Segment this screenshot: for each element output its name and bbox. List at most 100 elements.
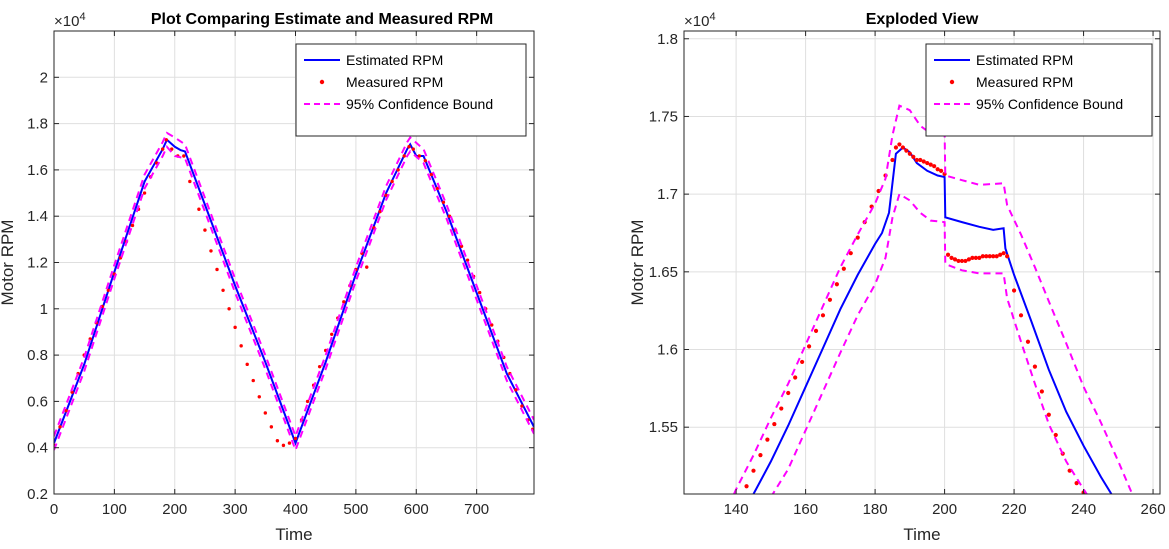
measured-point — [106, 288, 111, 292]
x-tick-label: 220 — [1002, 501, 1027, 518]
measured-point — [980, 254, 985, 259]
measured-point — [245, 362, 249, 367]
measured-point — [956, 258, 961, 264]
measured-point — [1074, 481, 1079, 486]
ticks: 140 160 180 200 220 240 260 1.55 1.6 1.65 1.7 1.75 1… — [649, 31, 1166, 518]
y-tick-label: 1.75 — [649, 108, 678, 125]
measured-point — [257, 395, 261, 399]
x-tick-label: 300 — [223, 501, 248, 518]
x-tick-label: 100 — [102, 501, 127, 518]
x-tick-label: 400 — [283, 501, 308, 518]
series-layer — [732, 104, 1134, 494]
legend-label: Measured RPM — [976, 74, 1073, 90]
measured-point — [441, 200, 446, 205]
measured-point — [1001, 251, 1006, 256]
y-tick-label: 1.7 — [657, 186, 678, 203]
measured-point — [317, 364, 322, 369]
x-tick-label: 140 — [724, 501, 749, 518]
measured-point — [827, 297, 833, 302]
chart-exploded-view: 140 160 180 200 220 240 260 1.55 1.6 1.65 1.7 1.75 1… — [628, 11, 1166, 544]
measured-point — [239, 344, 243, 348]
y-exponent-label: ×104 — [684, 11, 716, 30]
measured-point — [188, 179, 192, 184]
measured-point — [227, 307, 231, 311]
measured-point — [994, 254, 999, 259]
measured-point — [984, 254, 989, 259]
measured-point — [744, 484, 749, 489]
measured-point — [848, 251, 853, 256]
measured-point — [293, 436, 298, 441]
x-tick-label: 160 — [793, 501, 818, 518]
measured-point — [918, 157, 923, 163]
measured-point — [779, 406, 784, 411]
x-tick-label: 200 — [162, 501, 187, 518]
measured-point — [1053, 432, 1058, 438]
measured-point — [813, 328, 819, 333]
measured-point — [130, 223, 135, 228]
measured-point — [305, 399, 310, 404]
estimated-line — [752, 146, 1113, 494]
measured-point — [1032, 364, 1038, 369]
measured-point — [330, 332, 334, 336]
x-tick-label: 240 — [1071, 501, 1096, 518]
measured-point — [904, 148, 909, 153]
y-axis-label: Motor RPM — [628, 220, 647, 306]
measured-point — [1046, 412, 1051, 417]
measured-point — [758, 453, 763, 458]
legend-label: 95% Confidence Bound — [976, 96, 1123, 112]
measured-point — [949, 255, 954, 260]
measured-point — [490, 323, 494, 327]
measured-point — [921, 159, 926, 164]
measured-point — [182, 154, 186, 158]
legend-item-confidence: 95% Confidence Bound — [934, 96, 1123, 112]
ticks: 0 100 200 300 400 500 600 700 0.2 0.4 0.6 0.8 1 1.2 1.… — [27, 31, 534, 518]
measured-point — [1039, 389, 1044, 394]
measured-point — [251, 378, 255, 383]
measured-point — [390, 179, 394, 184]
legend: Estimated RPM Measured RPM 95% Confidenc… — [295, 43, 527, 137]
measured-point — [806, 344, 812, 349]
measured-point — [64, 408, 68, 413]
chart-title: Exploded View — [866, 11, 979, 28]
measured-point — [411, 147, 415, 151]
measured-point — [365, 265, 369, 269]
y-tick-label: 1.6 — [657, 342, 678, 359]
measured-point — [970, 255, 975, 260]
y-tick-label: 1.4 — [27, 208, 48, 225]
y-tick-label: 1 — [40, 301, 48, 318]
measured-point — [58, 425, 62, 429]
confidence-bound-line — [54, 144, 534, 453]
chart-title: Plot Comparing Estimate and Measured RPM — [151, 11, 493, 28]
measured-point — [793, 375, 798, 380]
y-axis-label: Motor RPM — [0, 220, 17, 306]
y-tick-label: 0.2 — [27, 486, 48, 503]
measured-point — [197, 207, 201, 211]
measured-point — [897, 142, 902, 147]
measured-point — [772, 421, 777, 427]
x-tick-label: 180 — [863, 501, 888, 518]
measured-point — [287, 441, 292, 445]
measured-point — [263, 411, 268, 415]
measured-point — [932, 164, 937, 169]
measured-point — [233, 325, 237, 330]
measured-point — [269, 425, 274, 429]
measured-point — [765, 437, 770, 442]
measured-point — [977, 255, 982, 260]
x-tick-label: 500 — [343, 501, 368, 518]
measured-point — [855, 235, 860, 240]
measured-point — [396, 168, 400, 172]
legend-label: Measured RPM — [346, 74, 443, 90]
measured-point — [142, 191, 147, 195]
x-axis-label: Time — [275, 525, 312, 544]
confidence-bound-line — [771, 192, 1088, 494]
measured-point — [935, 167, 940, 172]
measured-point — [514, 388, 518, 392]
measured-point — [435, 186, 440, 191]
measured-point — [959, 258, 965, 264]
measured-point — [203, 228, 207, 232]
measured-point — [952, 257, 958, 262]
series-layer — [54, 131, 534, 453]
measured-point — [966, 257, 972, 262]
measured-point — [1005, 254, 1010, 259]
